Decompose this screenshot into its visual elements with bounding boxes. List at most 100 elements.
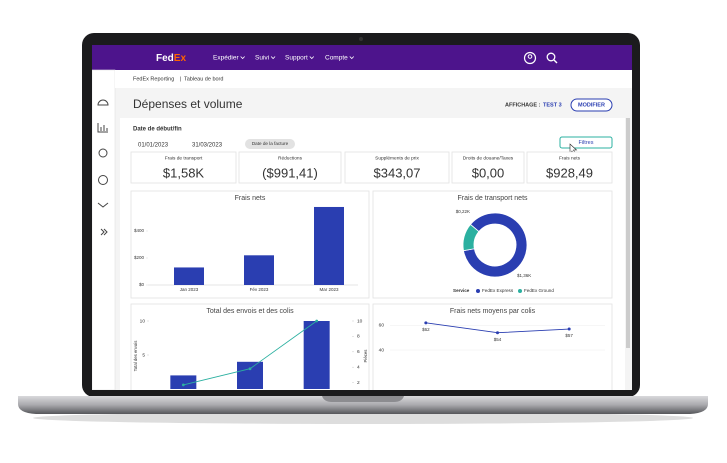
y2-tick-label: 10 — [357, 318, 363, 324]
camera — [359, 37, 363, 41]
data-label: $57 — [565, 333, 573, 338]
kpi-value: $1,58K — [163, 165, 205, 180]
donut-segment — [462, 223, 480, 252]
y2-tick-label: 4 — [357, 364, 360, 370]
bar — [244, 255, 274, 285]
breadcrumb-separator: | — [180, 76, 181, 82]
x-tick-label: Fév 2023 — [250, 287, 269, 292]
line-point — [181, 383, 185, 387]
y2-tick-label: 8 — [357, 334, 360, 340]
line-point — [315, 319, 319, 323]
view-name: TEST 3 — [543, 102, 562, 108]
end-date[interactable]: 31/03/2023 — [192, 143, 223, 149]
nav-menu-link[interactable]: Suivi — [255, 55, 269, 62]
reports-icon[interactable] — [97, 123, 108, 133]
kpi-card — [526, 151, 613, 184]
date-type-label: Date de la facture — [252, 141, 289, 146]
page-title: Dépenses et volume — [133, 97, 243, 111]
chart-title: Frais nets moyens par colis — [450, 308, 536, 315]
chart-title: Total des envois et des colis — [206, 308, 294, 315]
chart-title: Frais de transport nets — [457, 195, 528, 202]
y-tick-label: 5 — [142, 352, 145, 358]
nav-chevron — [309, 56, 315, 60]
dashboard-icon[interactable] — [97, 99, 109, 106]
y-tick-label: $400 — [134, 228, 145, 233]
kpi-label: Frais de transport — [165, 155, 203, 161]
x-tick-label: Jan 2023 — [180, 287, 199, 292]
line-point — [567, 327, 571, 331]
breadcrumb-bar — [115, 70, 632, 88]
nav-menu-link[interactable]: Support — [285, 55, 308, 62]
sidebar-icons — [97, 99, 109, 236]
bar — [170, 375, 197, 389]
logo[interactable]: FedEx — [156, 53, 186, 64]
nav-menu-link[interactable]: Compte — [325, 55, 348, 62]
filters-button[interactable] — [559, 136, 613, 149]
kpi-value: $928,49 — [546, 165, 593, 180]
data-label: $54 — [494, 337, 502, 342]
donut-segment — [463, 212, 528, 278]
kpi-label: Frais nets — [559, 155, 581, 161]
screen: FedEx FedEx Reporting | Tableau de bord … — [92, 45, 632, 390]
date-label: Date de début/fin — [133, 127, 182, 133]
notch — [322, 396, 404, 402]
line-point — [424, 321, 428, 325]
chart-card — [372, 303, 613, 390]
breadcrumb-item[interactable]: FedEx Reporting — [133, 76, 174, 82]
kpi-card — [451, 151, 525, 184]
settings-icon[interactable] — [98, 148, 108, 158]
account-head — [527, 54, 533, 59]
edit-button[interactable] — [570, 98, 613, 112]
logo-ex: Ex — [174, 53, 187, 64]
date-type-chip[interactable] — [245, 139, 295, 149]
legend-swatch — [476, 289, 480, 293]
y-tick-label: 60 — [379, 323, 385, 329]
kpi-card — [238, 151, 342, 184]
logo-fed: Fed — [156, 53, 174, 64]
legend-title: Service — [453, 288, 470, 293]
bar — [174, 267, 204, 285]
link-icon[interactable] — [97, 202, 109, 208]
kpi-label: Droits de douane/Taxes — [463, 155, 514, 161]
account-icon[interactable] — [523, 51, 537, 65]
y2-tick-label: 6 — [357, 349, 360, 355]
nav-chevron — [240, 56, 245, 60]
search-icon[interactable] — [546, 52, 556, 62]
bar — [237, 361, 263, 389]
chart-card — [372, 190, 613, 299]
breadcrumb-item[interactable]: Tableau de bord — [184, 76, 223, 82]
line-point — [248, 367, 252, 371]
y2-axis-label: Pièces — [363, 350, 368, 363]
line-point — [496, 331, 499, 335]
nav-chevron — [349, 56, 355, 60]
y-tick-label: 40 — [379, 347, 385, 353]
start-date[interactable]: 01/01/2023 — [138, 143, 169, 149]
nav-menu-link[interactable]: Expédier — [213, 55, 239, 62]
kpi-card — [130, 151, 237, 184]
y2-tick-label: 2 — [357, 380, 360, 386]
help-icon[interactable] — [98, 175, 108, 185]
kpi-value: $343,07 — [374, 165, 421, 180]
data-label: $1,36K — [517, 273, 531, 278]
filters-button-label: Filtres — [579, 140, 594, 146]
y-tick-label: 10 — [140, 318, 146, 324]
bar — [314, 206, 344, 285]
y-tick-label: $0 — [139, 282, 145, 287]
kpi-value: ($991,41) — [262, 165, 318, 180]
kpi-label: Réductions — [278, 155, 303, 161]
kpi-label: Suppléments de prix — [375, 155, 419, 161]
y-tick-label: $200 — [134, 255, 145, 260]
sidebar — [92, 69, 116, 390]
data-label: $62 — [422, 327, 430, 332]
shadow — [33, 412, 693, 424]
edit-button-label: MODIFIER — [578, 102, 605, 108]
kpi-value: $0,00 — [472, 165, 505, 180]
data-label: $0,22K — [456, 209, 470, 214]
expand-icon[interactable] — [100, 228, 108, 236]
x-tick-label: Mar 2023 — [319, 287, 339, 292]
nav-chevron — [270, 56, 276, 60]
chart-title: Frais nets — [235, 195, 266, 202]
bar — [303, 321, 330, 389]
nav-bar — [92, 45, 632, 70]
